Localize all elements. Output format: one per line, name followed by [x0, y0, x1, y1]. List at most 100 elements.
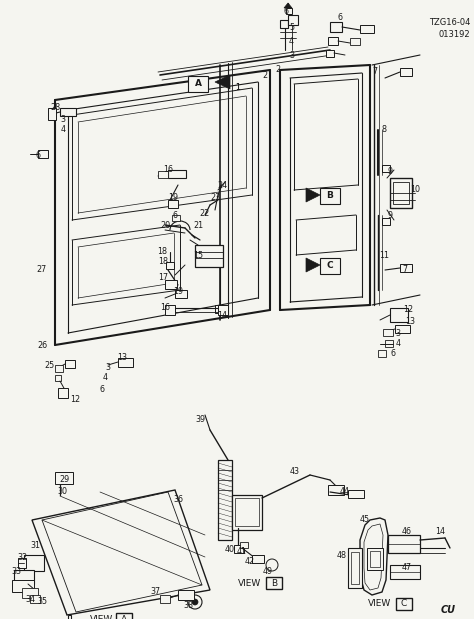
Text: 9: 9 — [387, 168, 392, 176]
Text: 4: 4 — [395, 339, 401, 347]
Bar — [55, 472, 73, 484]
Text: 45: 45 — [360, 516, 370, 524]
Text: 4: 4 — [102, 373, 108, 383]
Text: 47: 47 — [402, 563, 412, 573]
Text: CU: CU — [441, 605, 456, 615]
Text: 21: 21 — [193, 222, 203, 230]
Text: 1: 1 — [236, 84, 240, 92]
Text: 17: 17 — [158, 274, 168, 282]
Bar — [165, 305, 175, 315]
Text: VIEW: VIEW — [238, 579, 261, 587]
Text: 6: 6 — [391, 350, 395, 358]
Text: 33: 33 — [11, 568, 21, 576]
Text: 4: 4 — [289, 38, 293, 46]
Bar — [172, 215, 180, 221]
Bar — [266, 577, 282, 589]
Text: 18: 18 — [158, 258, 168, 267]
Text: A: A — [121, 615, 127, 619]
Text: 40: 40 — [225, 545, 235, 555]
Bar — [286, 8, 292, 14]
Text: 27: 27 — [37, 266, 47, 274]
Text: VIEW: VIEW — [368, 599, 391, 608]
Bar — [65, 360, 75, 368]
Bar — [38, 150, 48, 158]
Bar — [348, 548, 362, 588]
Polygon shape — [215, 75, 230, 89]
Bar — [24, 555, 44, 571]
Bar — [218, 305, 228, 315]
Text: VIEW: VIEW — [90, 615, 113, 619]
Bar — [232, 495, 262, 530]
Bar — [351, 552, 359, 584]
Bar — [30, 595, 40, 603]
Text: C: C — [327, 261, 333, 271]
Text: 19: 19 — [168, 194, 178, 202]
Bar — [60, 108, 76, 116]
Polygon shape — [306, 258, 320, 272]
Bar — [388, 535, 420, 553]
Text: A: A — [194, 79, 201, 89]
Bar — [280, 20, 288, 28]
Bar — [326, 50, 334, 57]
Text: 37: 37 — [150, 587, 160, 597]
Bar — [18, 558, 26, 568]
Text: TZG16-04: TZG16-04 — [428, 18, 470, 27]
Text: 35: 35 — [37, 597, 47, 607]
Text: 28: 28 — [50, 103, 60, 113]
Bar — [378, 350, 386, 357]
Bar — [320, 188, 340, 204]
Bar — [55, 365, 63, 372]
Bar — [383, 329, 393, 336]
Text: 19: 19 — [173, 287, 183, 297]
Bar — [168, 200, 178, 208]
Text: 8: 8 — [382, 126, 386, 134]
Text: 11: 11 — [379, 251, 389, 259]
Bar — [58, 388, 68, 398]
Bar — [168, 170, 186, 178]
Bar — [382, 218, 390, 225]
Bar — [165, 280, 177, 289]
Text: C: C — [401, 599, 407, 608]
Bar — [330, 22, 342, 32]
Text: B: B — [327, 191, 333, 201]
Bar — [160, 595, 170, 603]
Text: 30: 30 — [57, 488, 67, 496]
Bar — [175, 290, 187, 298]
Bar — [400, 68, 412, 76]
Circle shape — [192, 599, 198, 605]
Text: 7: 7 — [373, 67, 378, 77]
Text: 38: 38 — [183, 602, 193, 610]
Text: 7: 7 — [402, 266, 408, 274]
Bar — [116, 613, 132, 619]
Text: 6: 6 — [36, 150, 40, 160]
Text: 2: 2 — [275, 66, 281, 74]
Bar — [14, 570, 34, 584]
Text: 6: 6 — [173, 210, 177, 220]
Text: 29: 29 — [60, 475, 70, 485]
Text: 31: 31 — [30, 540, 40, 550]
Text: 3: 3 — [106, 363, 110, 373]
Text: 25: 25 — [45, 360, 55, 370]
Bar — [215, 305, 227, 313]
Polygon shape — [306, 188, 320, 202]
Bar — [393, 182, 409, 204]
Bar — [395, 325, 410, 333]
Text: 36: 36 — [173, 495, 183, 504]
Bar — [348, 490, 364, 498]
Text: 24: 24 — [217, 181, 227, 189]
Text: 4: 4 — [61, 126, 65, 134]
Bar — [118, 358, 133, 367]
Text: 3: 3 — [61, 116, 65, 124]
Bar — [68, 615, 71, 619]
Text: 26: 26 — [37, 340, 47, 350]
Bar — [235, 498, 259, 526]
Bar — [252, 555, 264, 563]
Text: 3: 3 — [290, 51, 294, 61]
Bar — [218, 460, 232, 540]
Text: 16: 16 — [160, 303, 170, 313]
Bar — [385, 340, 393, 347]
Text: 32: 32 — [17, 553, 27, 563]
Bar — [320, 258, 340, 274]
Text: 46: 46 — [402, 527, 412, 537]
Polygon shape — [284, 3, 292, 8]
